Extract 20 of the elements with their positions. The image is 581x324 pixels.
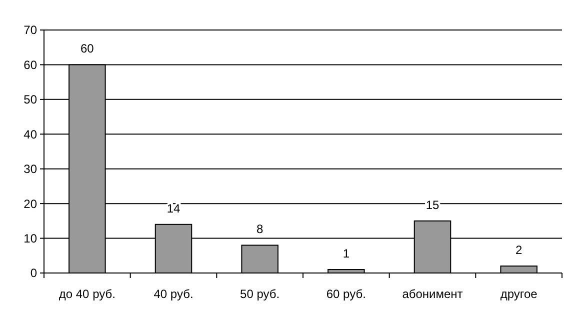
data-label: 60 xyxy=(80,42,94,56)
data-label: 14 xyxy=(166,201,180,216)
y-tick-label: 50 xyxy=(24,92,38,107)
y-tick-label: 20 xyxy=(24,196,38,211)
y-tick-label: 40 xyxy=(24,127,38,142)
x-tick-label: абонимент xyxy=(402,287,464,301)
data-label: 1 xyxy=(342,246,350,261)
x-tick-label: другое xyxy=(500,287,538,301)
y-tick-label: 70 xyxy=(24,23,38,38)
data-label: 8 xyxy=(256,222,264,236)
y-tick-label: 0 xyxy=(30,266,38,280)
y-tick-label: 10 xyxy=(24,231,38,246)
bar xyxy=(241,244,278,274)
y-tick-label: 30 xyxy=(24,162,38,176)
x-tick-label: 50 руб. xyxy=(240,287,280,301)
x-tick-label: 40 руб. xyxy=(154,287,194,301)
x-tick-label: до 40 руб. xyxy=(58,287,116,301)
x-tick-label: 60 руб. xyxy=(326,287,366,301)
y-tick-label: 60 xyxy=(24,58,38,72)
data-label: 2 xyxy=(515,243,522,258)
